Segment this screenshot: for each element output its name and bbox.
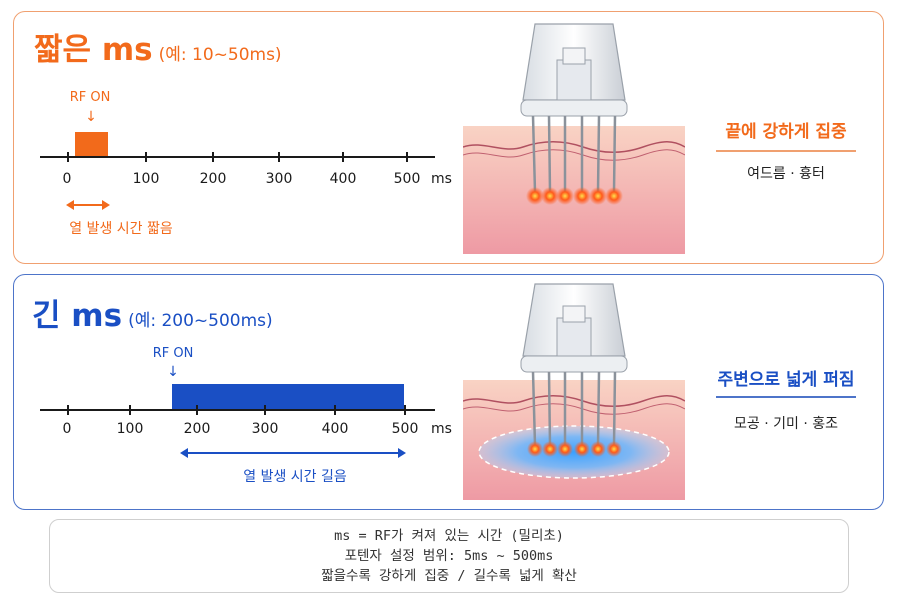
short-tick — [278, 152, 280, 162]
long-tick — [129, 405, 131, 415]
footer-line-ms-definition: ms = RF가 켜져 있는 시간 (밀리초) — [334, 528, 564, 544]
short-unit-label: ms — [431, 171, 452, 187]
long-duration-label: 열 발생 시간 길음 — [243, 469, 347, 485]
short-title: 짧은 ms (예: 10~50ms) — [34, 24, 282, 69]
long-tick-label: 200 — [183, 421, 211, 437]
handpiece-icon — [520, 23, 628, 193]
long-effect-indications: 모공 · 기미 · 홍조 — [734, 416, 838, 432]
long-effect-title: 주변으로 넓게 퍼짐 — [717, 370, 855, 390]
short-tick-label: 200 — [199, 171, 227, 187]
long-tick-label: 400 — [321, 421, 349, 437]
short-tick-label: 100 — [132, 171, 160, 187]
short-tick — [342, 152, 344, 162]
long-rf-down-arrow-icon: ↓ — [167, 364, 179, 380]
long-title-text: 긴 ms — [32, 298, 123, 334]
heat-spots — [527, 441, 622, 457]
short-handpiece-skin-illustration — [463, 23, 685, 254]
short-title-text: 짧은 ms — [34, 32, 153, 68]
short-rf-down-arrow-icon: ↓ — [85, 109, 97, 125]
handpiece-icon — [520, 283, 628, 446]
heat-spread-zone — [478, 425, 670, 479]
short-tick — [145, 152, 147, 162]
long-tick — [404, 405, 406, 415]
footer-note-box: ms = RF가 켜져 있는 시간 (밀리초) 포텐자 설정 범위: 5ms ~… — [49, 519, 849, 593]
long-tick-label: 100 — [116, 421, 144, 437]
short-rf-on-label: RF ON — [69, 90, 111, 105]
heat-spots — [526, 187, 623, 205]
short-tick-label: 500 — [393, 171, 421, 187]
footer-line-setting-range: 포텐자 설정 범위: 5ms ~ 500ms — [344, 548, 554, 564]
long-tick-label: 0 — [62, 421, 72, 437]
long-tick-label: 300 — [251, 421, 279, 437]
short-tick — [67, 152, 69, 162]
long-tick — [196, 405, 198, 415]
long-effect-divider — [716, 396, 856, 398]
long-tick — [334, 405, 336, 415]
long-tick — [264, 405, 266, 415]
long-title: 긴 ms (예: 200~500ms) — [32, 290, 273, 335]
skin-layer — [463, 126, 685, 254]
footer-line-summary: 짧을수록 강하게 집중 / 길수록 넓게 확산 — [321, 568, 577, 584]
long-timeline-axis — [40, 409, 435, 411]
long-subtitle: (예: 200~500ms) — [128, 311, 273, 331]
short-tick-label: 400 — [329, 171, 357, 187]
short-rf-on-bar — [75, 132, 108, 157]
short-tick — [212, 152, 214, 162]
long-handpiece-skin-illustration — [463, 283, 685, 500]
long-rf-on-bar — [172, 384, 404, 410]
short-effect-indications: 여드름 · 흉터 — [747, 166, 825, 182]
long-unit-label: ms — [431, 421, 452, 437]
long-rf-on-label: RF ON — [152, 346, 194, 361]
short-tick-label: 0 — [62, 171, 72, 187]
long-ms-panel — [13, 274, 884, 510]
short-ms-panel — [13, 11, 884, 264]
short-duration-label: 열 발생 시간 짧음 — [69, 221, 173, 237]
long-duration-arrow — [180, 448, 406, 458]
short-duration-arrow — [66, 200, 110, 210]
short-tick-label: 300 — [265, 171, 293, 187]
long-tick-label: 500 — [391, 421, 419, 437]
short-tick — [406, 152, 408, 162]
short-subtitle: (예: 10~50ms) — [158, 45, 282, 65]
short-effect-title: 끝에 강하게 집중 — [725, 122, 847, 142]
short-effect-divider — [716, 150, 856, 152]
short-timeline-axis — [40, 156, 435, 158]
long-tick — [67, 405, 69, 415]
